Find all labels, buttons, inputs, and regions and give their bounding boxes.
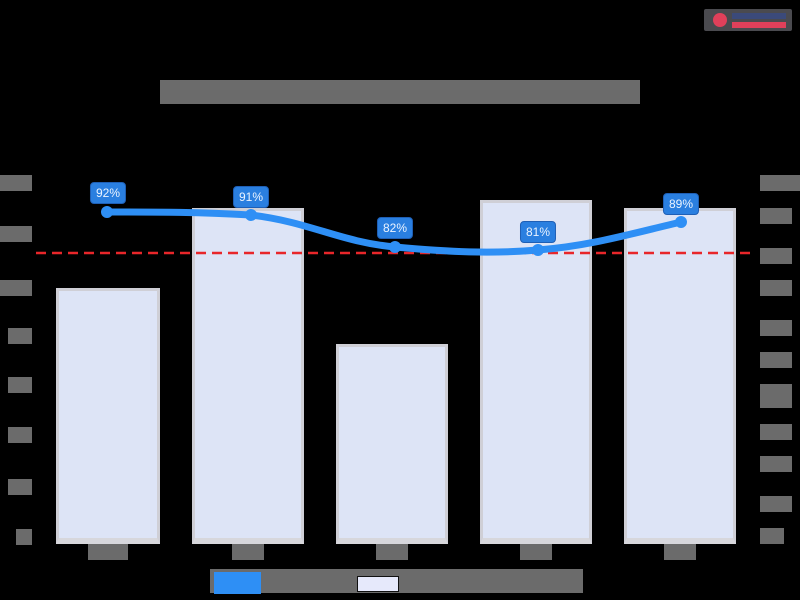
legend-swatch-line[interactable]: [214, 572, 261, 594]
logo-text-top: [732, 13, 786, 19]
right-axis-tick: [760, 424, 792, 440]
bar: [624, 208, 736, 544]
logo-text-bottom: [732, 22, 786, 28]
x-axis-label: [520, 544, 552, 560]
legend-swatch-bar[interactable]: [357, 576, 399, 592]
brand-logo: [704, 9, 792, 31]
right-axis-tick: [760, 496, 792, 512]
right-axis-tick: [760, 208, 792, 224]
x-axis-label: [376, 544, 408, 560]
line-point: [101, 206, 113, 218]
left-axis-tick: [8, 328, 32, 344]
right-axis-tick: [760, 384, 792, 408]
x-axis-label: [232, 544, 264, 560]
right-axis-tick: [760, 456, 792, 472]
line-point: [532, 244, 544, 256]
x-axis-label: [88, 544, 128, 560]
chart-title: [160, 80, 640, 104]
right-axis-tick: [760, 280, 792, 296]
line-point: [389, 241, 401, 253]
bar: [56, 288, 160, 544]
point-label: 92%: [89, 182, 127, 204]
left-axis-tick: [0, 280, 32, 296]
point-label: 81%: [519, 221, 557, 243]
line-point: [675, 216, 687, 228]
logo-mark-icon: [713, 13, 727, 27]
x-axis-label: [664, 544, 696, 560]
left-axis-tick: [8, 479, 32, 495]
right-axis-tick: [760, 352, 792, 368]
point-label: 91%: [232, 186, 270, 208]
legend-label-bar[interactable]: [402, 576, 580, 590]
right-axis-tick: [760, 528, 784, 544]
right-axis-tick: [760, 248, 792, 264]
right-axis-tick: [760, 175, 800, 191]
left-axis-tick: [0, 175, 32, 191]
left-axis-tick: [0, 226, 32, 242]
line-point: [245, 209, 257, 221]
legend-label-line[interactable]: [265, 576, 353, 590]
bar: [192, 208, 304, 544]
point-label: 89%: [662, 193, 700, 215]
left-axis-tick: [16, 529, 32, 545]
left-axis-tick: [8, 427, 32, 443]
bar: [480, 200, 592, 544]
left-axis-tick: [8, 377, 32, 393]
point-label: 82%: [376, 217, 414, 239]
right-axis-tick: [760, 320, 792, 336]
bar: [336, 344, 448, 544]
